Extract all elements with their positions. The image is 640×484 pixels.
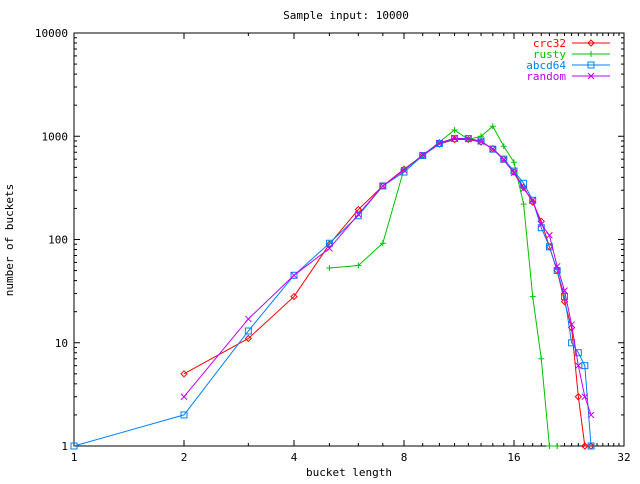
x-axis-label: bucket length: [306, 466, 392, 479]
data-point-random: [290, 271, 298, 279]
x-tick-label: 32: [617, 451, 630, 464]
series-rusty: [326, 123, 561, 449]
data-point-random: [529, 196, 537, 204]
data-point-random: [546, 231, 553, 239]
data-point-rusty: [451, 126, 458, 133]
legend-label-rusty: rusty: [533, 48, 566, 61]
series-line-crc32: [183, 139, 592, 447]
series-line-abcd64: [73, 138, 592, 447]
x-tick-label: 2: [181, 451, 188, 464]
data-point-rusty: [326, 264, 333, 271]
plot-frame: [73, 32, 625, 447]
y-tick-label: 1: [61, 440, 68, 453]
data-point-random: [451, 134, 458, 142]
data-point-random: [464, 135, 472, 143]
y-tick-label: 10: [55, 337, 68, 350]
series-layer: [70, 123, 595, 450]
data-point-rusty: [520, 201, 527, 208]
data-point-random: [477, 138, 485, 145]
data-point-random: [520, 185, 527, 193]
data-point-random: [379, 182, 387, 190]
data-point-crc32: [528, 198, 537, 206]
data-point-random: [587, 411, 595, 419]
data-point-abcd64: [180, 411, 188, 419]
data-point-random: [180, 393, 188, 401]
data-point-rusty: [538, 355, 545, 362]
data-point-abcd64: [489, 145, 497, 153]
data-point-abcd64: [419, 152, 427, 160]
data-point-crc32: [244, 334, 253, 343]
data-point-abcd64: [587, 442, 595, 450]
data-point-abcd64: [500, 155, 508, 163]
data-point-abcd64: [529, 196, 537, 204]
series-line-random: [183, 137, 592, 416]
legend-label-crc32: crc32: [533, 37, 566, 50]
data-point-rusty: [554, 443, 561, 449]
data-point-random: [326, 245, 333, 252]
legend-label-abcd64: abcd64: [526, 59, 566, 72]
data-point-rusty: [546, 443, 553, 449]
data-point-random: [561, 287, 568, 294]
data-point-abcd64: [581, 362, 589, 370]
axis-ticks: 1 2 4 8 16 32 1 10 100 1000 10000: [35, 27, 631, 464]
legend-marker-crc32: [587, 39, 595, 47]
x-tick-label: 16: [507, 451, 520, 464]
data-point-random: [553, 262, 561, 270]
x-tick-label: 4: [291, 451, 298, 464]
y-tick-label: 100: [48, 234, 68, 247]
data-point-rusty: [489, 123, 496, 130]
data-point-random: [568, 321, 575, 328]
data-point-random: [419, 151, 427, 159]
data-point-abcd64: [379, 182, 387, 190]
data-point-rusty: [500, 143, 507, 150]
data-point-random: [581, 393, 589, 401]
data-point-random: [500, 156, 508, 164]
y-tick-label: 1000: [42, 130, 69, 143]
series-random: [180, 134, 595, 419]
data-point-abcd64: [435, 140, 443, 148]
legend-label-random: random: [526, 70, 566, 83]
data-point-abcd64: [325, 239, 333, 247]
data-point-rusty: [379, 240, 386, 247]
data-point-abcd64: [561, 293, 569, 301]
data-point-abcd64: [70, 442, 78, 450]
data-point-abcd64: [574, 349, 582, 357]
x-tick-label: 1: [71, 451, 78, 464]
data-point-crc32: [574, 393, 583, 401]
y-tick-label: 10000: [35, 27, 68, 40]
data-point-random: [510, 169, 518, 177]
data-point-random: [244, 315, 252, 323]
y-axis-label: number of buckets: [3, 184, 16, 297]
x-tick-label: 8: [401, 451, 408, 464]
legend-marker-abcd64: [587, 61, 595, 69]
data-point-crc32: [325, 240, 334, 248]
data-point-abcd64: [354, 212, 362, 220]
chart-title: Sample input: 10000: [283, 9, 409, 22]
data-point-abcd64: [244, 327, 252, 335]
data-point-rusty: [511, 159, 517, 166]
legend-marker-random: [587, 72, 595, 80]
data-point-random: [436, 139, 443, 147]
legend-marker-rusty: [588, 51, 594, 57]
data-point-abcd64: [510, 167, 518, 175]
data-point-random: [574, 362, 582, 370]
data-point-crc32: [581, 442, 589, 450]
series-abcd64: [70, 135, 595, 450]
data-point-random: [537, 221, 545, 228]
data-point-random: [400, 166, 408, 174]
data-point-rusty: [355, 262, 362, 269]
data-point-crc32: [180, 370, 188, 378]
data-point-rusty: [529, 293, 536, 300]
series-line-rusty: [329, 125, 558, 447]
data-point-random: [489, 145, 497, 153]
data-point-crc32: [290, 292, 298, 301]
data-point-random: [354, 211, 362, 218]
data-point-abcd64: [290, 271, 298, 279]
